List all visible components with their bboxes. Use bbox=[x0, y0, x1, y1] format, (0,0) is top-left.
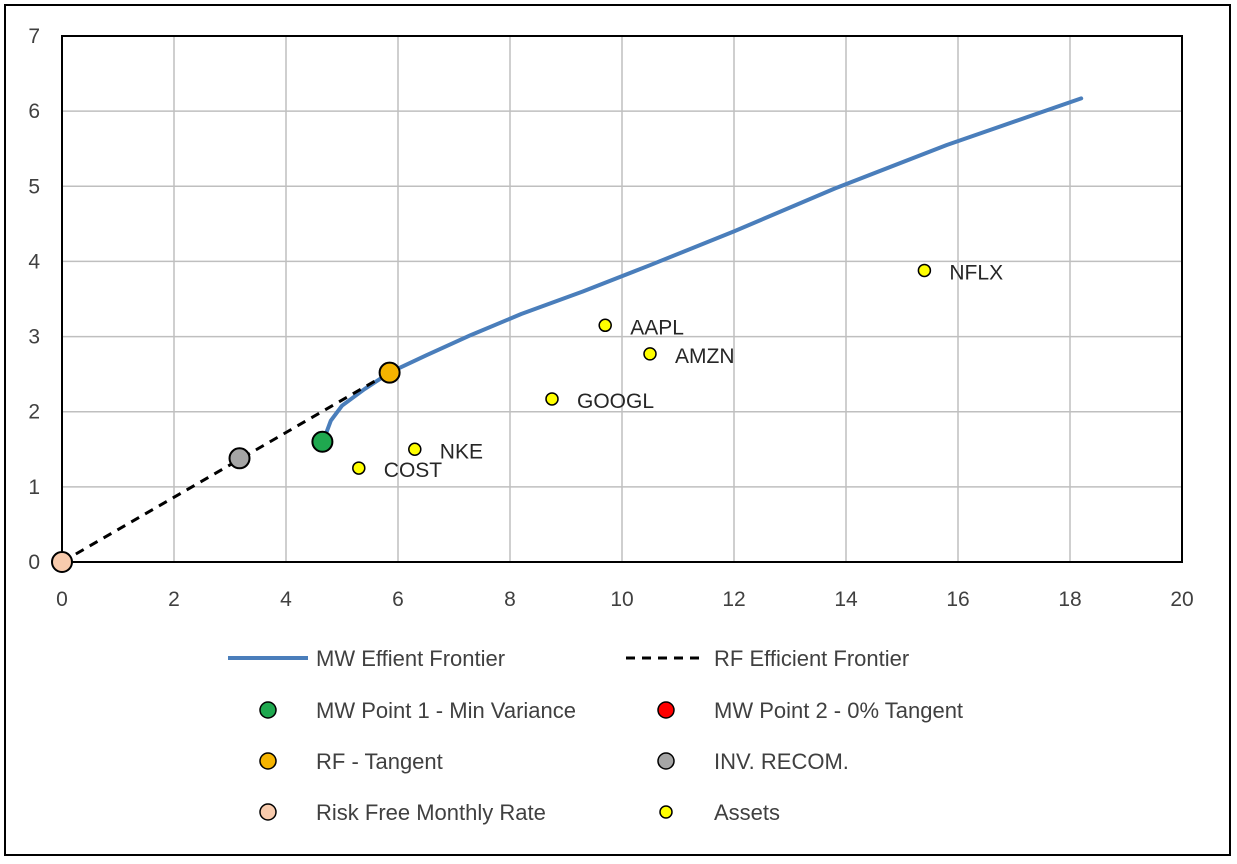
data-point bbox=[598, 318, 612, 333]
data-label: GOOGL bbox=[577, 390, 654, 413]
series-lines bbox=[61, 96, 1084, 564]
x-tick-label: 14 bbox=[834, 588, 858, 611]
data-label: COST bbox=[384, 459, 443, 482]
plot-border bbox=[61, 35, 1183, 563]
x-tick-label: 4 bbox=[280, 588, 292, 611]
y-tick-label: 5 bbox=[28, 175, 40, 198]
x-tick-label: 6 bbox=[392, 588, 404, 611]
data-label: AMZN bbox=[675, 345, 735, 368]
data-point bbox=[545, 392, 559, 406]
data-point bbox=[643, 347, 657, 361]
legend-label: RF Efficient Frontier bbox=[714, 646, 909, 671]
series-line bbox=[61, 371, 391, 564]
y-tick-label: 4 bbox=[28, 250, 40, 273]
data-label: AAPL bbox=[630, 316, 684, 339]
series-line bbox=[324, 96, 1084, 435]
x-tick-label: 0 bbox=[56, 588, 68, 611]
y-tick-label: 2 bbox=[28, 401, 40, 424]
x-tick-label: 8 bbox=[504, 588, 516, 611]
data-point bbox=[51, 551, 73, 573]
data-point bbox=[352, 461, 366, 475]
data-point bbox=[378, 361, 401, 384]
legend-swatch bbox=[259, 752, 277, 770]
x-tick-label: 10 bbox=[610, 588, 633, 611]
y-tick-label: 0 bbox=[28, 551, 40, 574]
legend-label: RF - Tangent bbox=[316, 749, 443, 774]
legend-swatch bbox=[259, 701, 277, 719]
legend-swatch bbox=[657, 752, 675, 770]
data-point bbox=[228, 447, 251, 470]
legend-label: MW Point 2 - 0% Tangent bbox=[714, 698, 963, 723]
legend-swatch bbox=[657, 701, 675, 719]
data-label: NKE bbox=[440, 440, 483, 463]
y-tick-label: 1 bbox=[28, 476, 40, 499]
legend-label: MW Effient Frontier bbox=[316, 646, 505, 671]
chart-frame bbox=[4, 4, 1231, 856]
grid bbox=[61, 35, 1183, 563]
x-tick-label: 2 bbox=[168, 588, 180, 611]
legend-label: MW Point 1 - Min Variance bbox=[316, 698, 576, 723]
x-tick-label: 12 bbox=[722, 588, 745, 611]
x-tick-label: 16 bbox=[946, 588, 969, 611]
legend-swatch bbox=[659, 805, 673, 819]
legend: MW Effient Frontier RF Efficient Frontier… bbox=[228, 646, 963, 825]
y-tick-label: 3 bbox=[28, 326, 40, 349]
x-tick-label: 18 bbox=[1058, 588, 1081, 611]
data-point bbox=[408, 442, 422, 457]
data-point bbox=[917, 263, 932, 278]
legend-swatch bbox=[259, 803, 277, 821]
data-label: NFLX bbox=[949, 261, 1003, 284]
legend-label: Assets bbox=[714, 800, 780, 825]
x-tick-label: 20 bbox=[1170, 588, 1193, 611]
y-tick-label: 6 bbox=[28, 100, 40, 123]
y-tick-label: 7 bbox=[28, 25, 40, 48]
legend-label: Risk Free Monthly Rate bbox=[316, 800, 546, 825]
legend-label: INV. RECOM. bbox=[714, 749, 849, 774]
data-point bbox=[311, 430, 334, 453]
